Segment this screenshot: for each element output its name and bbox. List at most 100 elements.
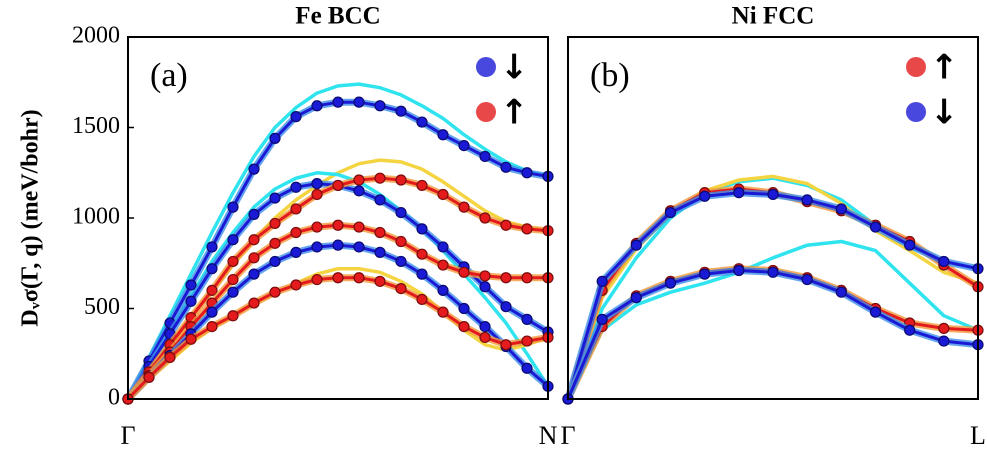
data-point [227, 201, 239, 213]
data-point [500, 219, 512, 231]
data-point [733, 187, 745, 199]
data-point [395, 235, 407, 248]
data-point [206, 306, 218, 318]
data-point [458, 302, 470, 315]
line-halo [564, 189, 979, 400]
data-point [353, 185, 365, 197]
data-point [290, 181, 302, 193]
data-point [437, 259, 449, 271]
data-point [699, 268, 711, 280]
data-point [374, 226, 386, 239]
data-point [227, 273, 239, 286]
data-point [479, 281, 491, 293]
data-point [227, 310, 239, 322]
data-point [479, 270, 491, 282]
y-tick-label: 1500 [72, 113, 120, 139]
y-tick-label: 1000 [72, 204, 120, 230]
data-point [290, 246, 302, 258]
data-point [311, 273, 323, 286]
data-point [269, 286, 281, 298]
data-point [269, 132, 281, 144]
data-point [248, 234, 260, 246]
chart-title: Fe BCC [295, 3, 380, 30]
data-point [374, 194, 386, 206]
data-point [699, 190, 711, 202]
series-line [566, 239, 979, 400]
data-point [206, 263, 218, 275]
data-point [479, 331, 491, 344]
data-point [458, 201, 470, 213]
y-tick-label: 500 [84, 294, 120, 320]
data-point [938, 322, 950, 335]
data-point [227, 286, 239, 298]
data-point [437, 306, 449, 318]
data-point [416, 116, 428, 128]
data-point [206, 321, 218, 333]
data-point [332, 272, 344, 284]
data-point [248, 163, 260, 175]
x-tick-label: Γ [120, 421, 135, 450]
data-point [395, 174, 407, 186]
data-point [353, 174, 365, 186]
series-line [566, 191, 979, 400]
data-point [269, 217, 281, 230]
data-point [353, 96, 365, 108]
data-point [353, 221, 365, 233]
data-point [269, 255, 281, 268]
data-point [185, 279, 197, 291]
data-point [767, 188, 779, 201]
data-point [311, 188, 323, 201]
data-point [290, 279, 302, 291]
data-point [332, 219, 344, 231]
data-point [248, 208, 260, 220]
data-point [500, 272, 512, 284]
data-point [521, 335, 533, 347]
line-halo [564, 185, 980, 401]
data-point [395, 105, 407, 117]
data-point [206, 284, 218, 296]
data-point [164, 351, 176, 363]
data-point [869, 306, 882, 318]
data-point [596, 275, 608, 287]
legend-marker [476, 57, 496, 77]
y-axis-label: Dᵥσ(Γ, q) (meV/bohr) [18, 109, 44, 326]
data-point [458, 140, 470, 152]
data-point [500, 301, 512, 313]
data-point [374, 172, 386, 184]
data-point [416, 293, 428, 306]
y-tick-label: 0 [108, 385, 120, 411]
data-point [374, 100, 386, 112]
data-point [311, 178, 323, 190]
data-point [227, 234, 239, 246]
series-line [566, 187, 979, 400]
data-point [143, 371, 155, 383]
data-point [353, 272, 365, 284]
data-point [521, 223, 533, 235]
legend-marker [906, 102, 926, 122]
data-point [248, 268, 260, 280]
data-point [479, 150, 491, 163]
x-tick-label: N [539, 421, 558, 450]
data-point [290, 226, 302, 239]
x-tick-label: Γ [560, 421, 575, 450]
x-tick-label: L [970, 421, 986, 450]
data-point [437, 241, 449, 253]
legend-marker [906, 57, 926, 77]
data-point [521, 167, 533, 179]
data-point [311, 100, 323, 112]
data-point [904, 239, 916, 251]
data-point [767, 266, 779, 278]
data-point [395, 282, 407, 295]
data-point [353, 241, 365, 253]
data-point [248, 297, 260, 309]
data-point [395, 206, 407, 219]
data-point [290, 203, 302, 215]
data-point [733, 264, 745, 277]
data-point [374, 246, 386, 258]
data-point [185, 333, 197, 345]
data-point [437, 188, 449, 201]
data-point [521, 272, 533, 284]
data-point [801, 273, 813, 286]
data-point [664, 277, 677, 289]
